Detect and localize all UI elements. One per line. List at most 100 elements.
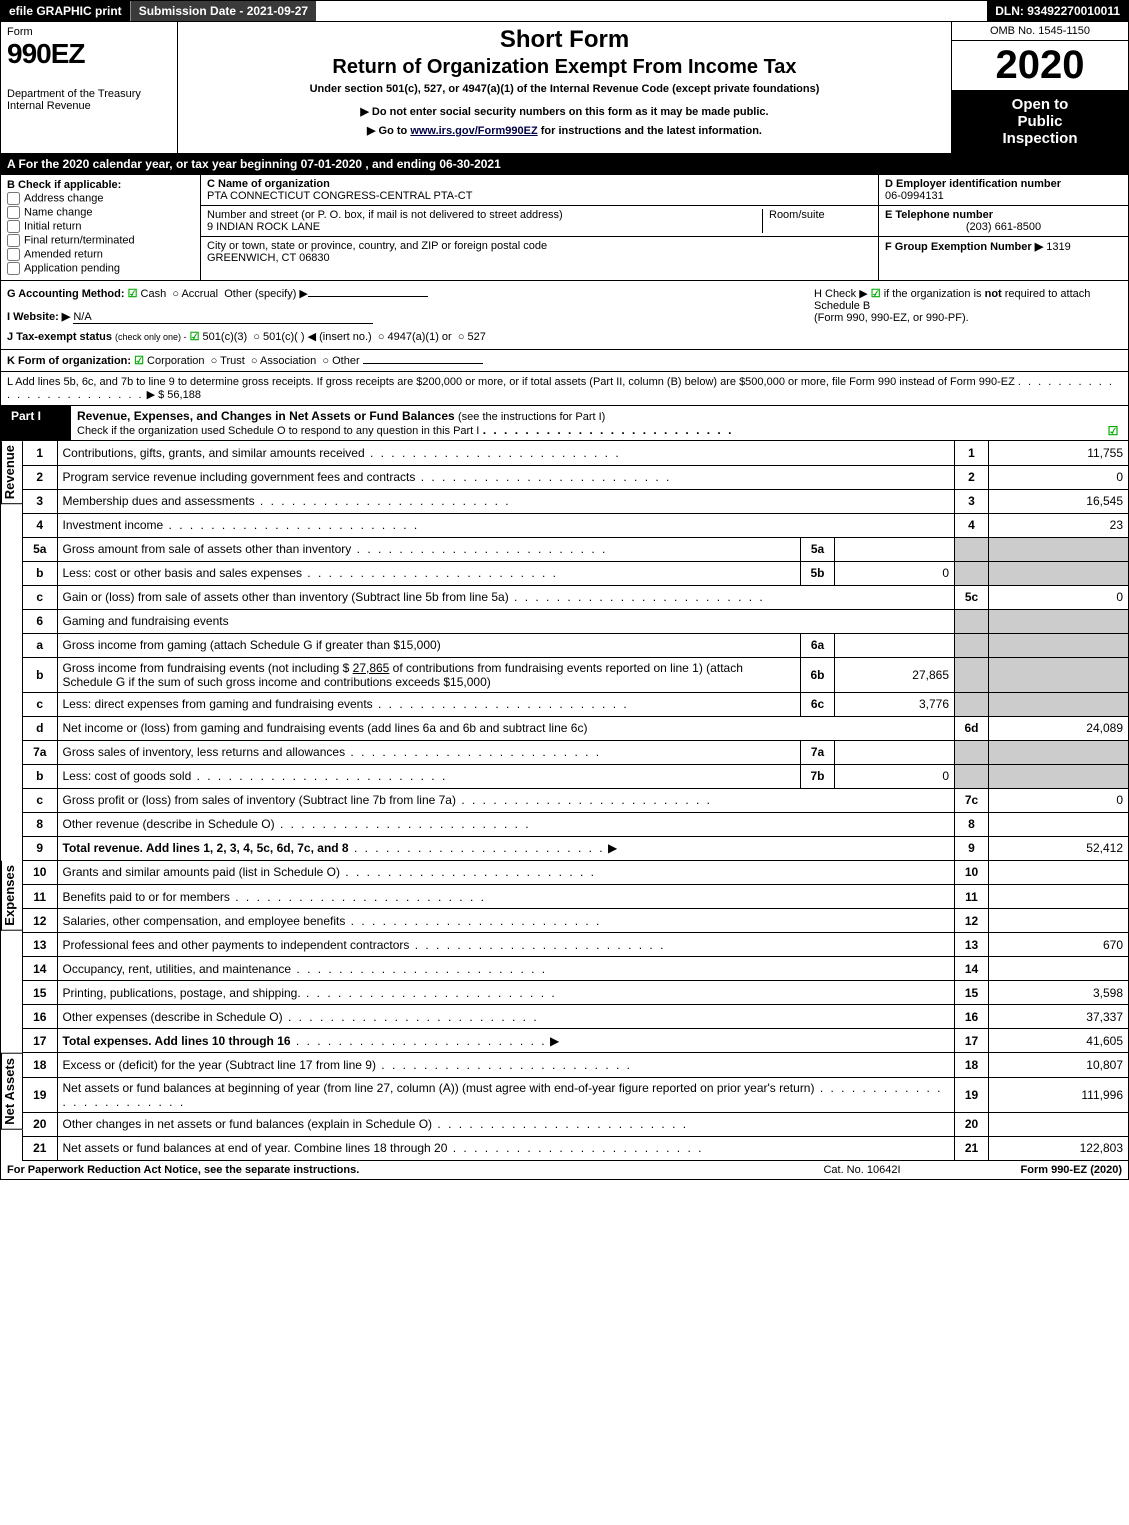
ssn-notice: ▶ Do not enter social security numbers o…	[184, 105, 945, 118]
c-city-box: City or town, state or province, country…	[201, 237, 878, 267]
line-num: 13	[23, 933, 57, 957]
revenue-table: 1Contributions, gifts, grants, and simil…	[23, 441, 1129, 861]
chk-amended-return[interactable]: Amended return	[7, 248, 194, 261]
f-label: F Group Exemption Number ▶	[885, 241, 1043, 253]
line-13: 13Professional fees and other payments t…	[23, 933, 1129, 957]
expenses-table: 10 Grants and similar amounts paid (list …	[23, 861, 1129, 1054]
form-number: 990EZ	[7, 38, 171, 70]
g-other-blank[interactable]	[308, 296, 428, 297]
d-label: D Employer identification number	[885, 178, 1061, 190]
sub-label: 7b	[801, 764, 835, 788]
line-num: 2	[23, 465, 57, 489]
line-num: 20	[23, 1112, 57, 1136]
part1-checkbox[interactable]: ☑	[1098, 406, 1128, 440]
line-amount: 11,755	[989, 441, 1129, 465]
line-desc: Benefits paid to or for members	[63, 890, 230, 904]
chk-name-change[interactable]: Name change	[7, 206, 194, 219]
line-8: 8Other revenue (describe in Schedule O)8	[23, 812, 1129, 836]
line-num: a	[23, 633, 57, 657]
goto-link[interactable]: www.irs.gov/Form990EZ	[410, 125, 537, 137]
line-amount	[989, 885, 1129, 909]
check-icon: ☑	[1108, 424, 1119, 438]
efile-label[interactable]: efile GRAPHIC print	[1, 1, 130, 21]
section-g: G Accounting Method: ☑ Cash ○ Accrual Ot…	[1, 281, 808, 349]
chk-name-change-box[interactable]	[7, 206, 20, 219]
line-desc: Grants and similar amounts paid (list in…	[63, 865, 340, 879]
sub-value	[835, 537, 955, 561]
line-ref: 4	[955, 513, 989, 537]
dln-label: DLN: 93492270010011	[987, 1, 1128, 21]
k-other-blank[interactable]	[363, 363, 483, 364]
chk-final-return-box[interactable]	[7, 234, 20, 247]
grey-cell	[989, 561, 1129, 585]
g-label: G Accounting Method:	[7, 288, 125, 300]
grey-cell	[989, 657, 1129, 692]
line-ref: 3	[955, 489, 989, 513]
line-ref: 7c	[955, 788, 989, 812]
line-desc: Occupancy, rent, utilities, and maintena…	[63, 962, 292, 976]
website-value: N/A	[73, 311, 373, 324]
line-num: b	[23, 764, 57, 788]
line-ref: 9	[955, 836, 989, 860]
section-k: K Form of organization: ☑ Corporation ○ …	[0, 350, 1129, 372]
line-desc: Other expenses (describe in Schedule O)	[63, 1010, 283, 1024]
footer: For Paperwork Reduction Act Notice, see …	[0, 1161, 1129, 1180]
sub-label: 5a	[801, 537, 835, 561]
line-amount: 0	[989, 585, 1129, 609]
k-assoc: Association	[260, 355, 316, 367]
line-desc: Excess or (deficit) for the year (Subtra…	[63, 1058, 376, 1072]
return-title: Return of Organization Exempt From Incom…	[184, 56, 945, 79]
header-mid: Short Form Return of Organization Exempt…	[178, 22, 951, 153]
line-amount: 24,089	[989, 716, 1129, 740]
goto-post: for instructions and the latest informat…	[541, 125, 762, 137]
line-ref: 1	[955, 441, 989, 465]
l-arrow: ▶ $	[147, 389, 165, 401]
line-num: 11	[23, 885, 57, 909]
line-num: 16	[23, 1005, 57, 1029]
line-desc: Other changes in net assets or fund bala…	[63, 1117, 433, 1131]
c-label: C Name of organization	[207, 178, 330, 190]
grey-cell	[955, 764, 989, 788]
section-d: D Employer identification number 06-0994…	[879, 175, 1128, 206]
chk-address-change-box[interactable]	[7, 192, 20, 205]
line-7a: 7aGross sales of inventory, less returns…	[23, 740, 1129, 764]
netassets-table: 18Excess or (deficit) for the year (Subt…	[23, 1053, 1129, 1161]
j-label: J Tax-exempt status	[7, 331, 112, 343]
l-value: 56,188	[167, 389, 201, 401]
line-num: 4	[23, 513, 57, 537]
sub-value: 0	[835, 764, 955, 788]
sub-value: 27,865	[835, 657, 955, 692]
line-desc: Net income or (loss) from gaming and fun…	[57, 716, 955, 740]
paperwork-notice: For Paperwork Reduction Act Notice, see …	[7, 1164, 823, 1176]
grey-cell	[955, 692, 989, 716]
section-l: L Add lines 5b, 6c, and 7b to line 9 to …	[0, 372, 1129, 406]
l-text: L Add lines 5b, 6c, and 7b to line 9 to …	[7, 376, 1015, 388]
chk-amended-return-label: Amended return	[24, 248, 103, 260]
line-6d: dNet income or (loss) from gaming and fu…	[23, 716, 1129, 740]
chk-initial-return-box[interactable]	[7, 220, 20, 233]
section-bcdef: B Check if applicable: Address change Na…	[0, 175, 1129, 281]
dept-irs: Internal Revenue	[7, 100, 171, 112]
chk-application-pending-box[interactable]	[7, 262, 20, 275]
chk-final-return[interactable]: Final return/terminated	[7, 234, 194, 247]
line-ref: 17	[955, 1029, 989, 1053]
section-gh: G Accounting Method: ☑ Cash ○ Accrual Ot…	[0, 281, 1129, 350]
line-12: 12Salaries, other compensation, and empl…	[23, 909, 1129, 933]
line-num: 15	[23, 981, 57, 1005]
chk-application-pending[interactable]: Application pending	[7, 262, 194, 275]
part1-title: Revenue, Expenses, and Changes in Net As…	[71, 406, 1098, 440]
line-14: 14Occupancy, rent, utilities, and mainte…	[23, 957, 1129, 981]
chk-final-return-label: Final return/terminated	[24, 234, 135, 246]
arrow-icon: ▶	[608, 841, 617, 855]
chk-address-change[interactable]: Address change	[7, 192, 194, 205]
line-2: 2Program service revenue including gover…	[23, 465, 1129, 489]
line-amount: 0	[989, 788, 1129, 812]
line-ref: 12	[955, 909, 989, 933]
line-amount: 16,545	[989, 489, 1129, 513]
line-num: 10	[23, 861, 57, 885]
chk-initial-return[interactable]: Initial return	[7, 220, 194, 233]
form-label: Form	[7, 26, 171, 38]
sub-value: 3,776	[835, 692, 955, 716]
chk-amended-return-box[interactable]	[7, 248, 20, 261]
grey-cell	[989, 692, 1129, 716]
